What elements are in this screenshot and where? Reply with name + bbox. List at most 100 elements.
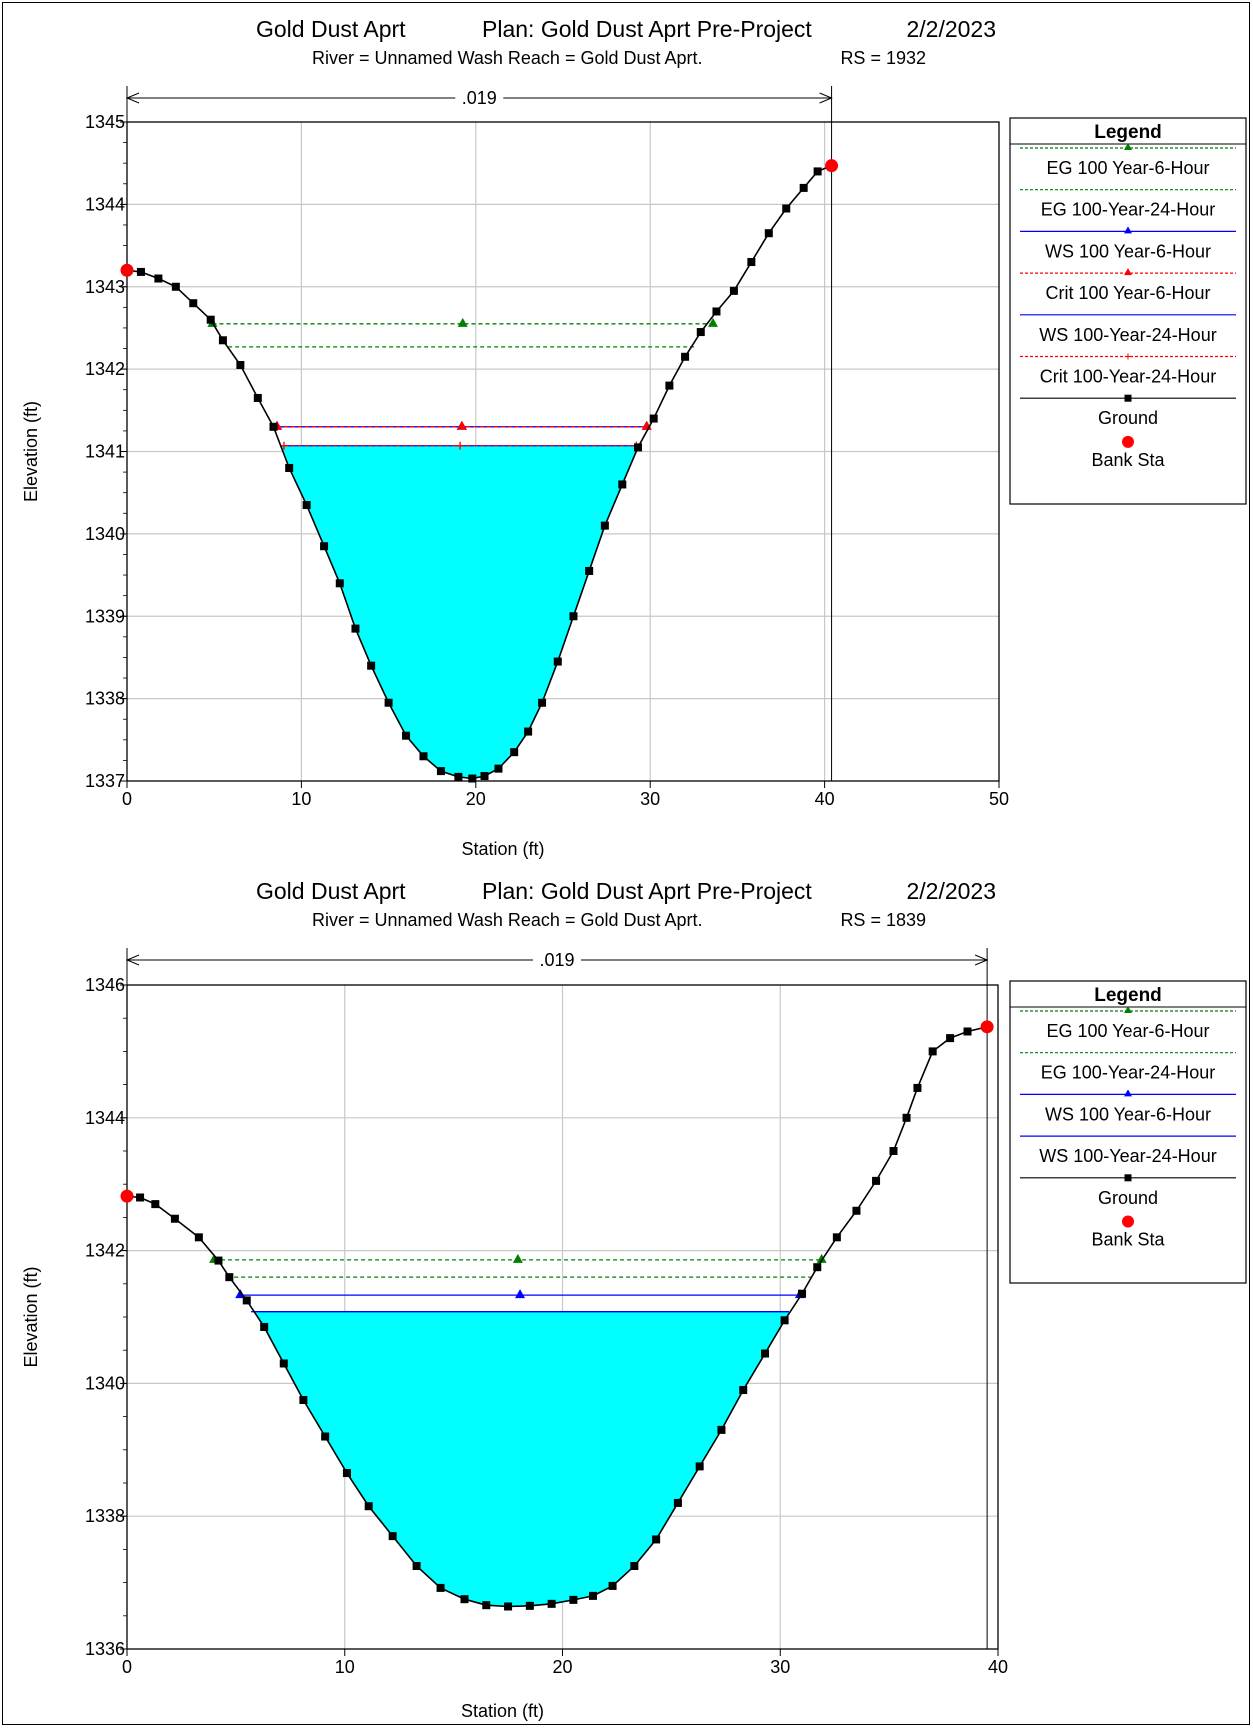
legend-item-label: WS 100-Year-24-Hour [1039, 1146, 1216, 1166]
ground-point [585, 566, 594, 575]
mannings-arrow-left [125, 92, 140, 104]
y-tick-label: 1340 [85, 1373, 125, 1393]
y-tick-label: 1338 [85, 689, 125, 709]
legend-marker-circle [1122, 435, 1134, 448]
ground-point [652, 1535, 661, 1544]
legend-marker-triangle [1124, 1089, 1132, 1097]
mannings-n-label: .019 [540, 950, 575, 970]
legend-marker-square [1124, 394, 1132, 402]
legend-item-label: Bank Sta [1091, 1230, 1165, 1250]
ground-point [342, 1469, 351, 1478]
y-tick-label: 1346 [85, 975, 125, 995]
legend-marker-triangle [1124, 143, 1132, 150]
ground-point [436, 1583, 445, 1592]
y-tick-label: 1337 [85, 771, 125, 791]
ground-point [538, 698, 547, 707]
ground-point [171, 282, 180, 291]
ground-point [269, 422, 278, 431]
y-tick-label: 1340 [85, 524, 125, 544]
ground-point [928, 1047, 937, 1056]
ground-point [799, 183, 808, 192]
ground-point [194, 1233, 203, 1242]
profile-marker-triangle [512, 1253, 523, 1263]
ground-point [782, 204, 791, 213]
ground-point [747, 258, 756, 267]
ground-point [717, 1425, 726, 1434]
ground-point [279, 1359, 288, 1368]
ground-point [665, 381, 674, 390]
x-tick-label: 30 [770, 1657, 790, 1677]
ground-point [813, 1263, 822, 1272]
x-tick-label: 10 [291, 789, 311, 809]
mannings-arrow-left [125, 954, 140, 966]
ground-point [729, 286, 738, 295]
ground-point [963, 1027, 972, 1036]
x-axis-label: Station (ft) [461, 1701, 544, 1721]
plan-label: Plan: Gold Dust Aprt Pre-Project [482, 16, 812, 42]
ground-point [569, 1595, 578, 1604]
ground-point [547, 1599, 556, 1608]
ground-point [673, 1498, 682, 1507]
legend-item-label: EG 100-Year-24-Hour [1041, 200, 1215, 220]
bank-station-point [825, 159, 839, 173]
ground-point [206, 315, 215, 324]
ground-point [739, 1386, 748, 1395]
legend-marker-triangle [1124, 1006, 1132, 1013]
ground-point [913, 1083, 922, 1092]
ground-point [419, 752, 428, 761]
ground-point [695, 1462, 704, 1471]
mannings-label-bg [533, 948, 582, 970]
y-tick-label: 1341 [85, 442, 125, 462]
mannings-n-label: .019 [462, 88, 497, 108]
ground-point [285, 463, 294, 472]
ground-point [454, 772, 463, 781]
ground-point [510, 748, 519, 757]
ground-point [260, 1322, 269, 1331]
y-axis-label: Elevation (ft) [21, 1266, 41, 1367]
ground-point [321, 1432, 330, 1441]
ground-point [832, 1233, 841, 1242]
ground-point [170, 1214, 179, 1223]
ground-point [214, 1256, 223, 1265]
legend-item-label: Bank Sta [1091, 450, 1165, 470]
ground-point [553, 657, 562, 666]
ground-point [402, 731, 411, 740]
ground-point [242, 1296, 251, 1305]
y-tick-label: 1343 [85, 277, 125, 297]
profile-marker-triangle [707, 317, 718, 327]
legend-title: Legend [1094, 122, 1162, 143]
ground-point [588, 1591, 597, 1600]
ground-point [189, 299, 198, 308]
chart-title: Gold Dust Aprt [256, 16, 406, 42]
y-tick-label: 1342 [85, 359, 125, 379]
y-tick-label: 1339 [85, 606, 125, 626]
legend-item-label: EG 100 Year-6-Hour [1046, 1021, 1209, 1041]
ground-point [649, 414, 658, 423]
ground-point [299, 1396, 308, 1404]
ground-point [468, 774, 477, 783]
ground-point [696, 328, 705, 337]
profile-marker-triangle [816, 1253, 827, 1263]
legend-marker-circle [1122, 1215, 1134, 1228]
ground-point [524, 727, 533, 736]
water-fill [254, 1311, 791, 1607]
ground-point [225, 1273, 234, 1282]
chart-title: Gold Dust Aprt [256, 878, 406, 904]
ground-point [798, 1289, 807, 1298]
legend-marker-square [1124, 1174, 1132, 1182]
ground-point [136, 267, 145, 276]
bank-station-point [980, 1020, 994, 1034]
legend-title: Legend [1094, 985, 1162, 1006]
y-tick-label: 1338 [85, 1506, 125, 1526]
x-tick-label: 0 [122, 789, 132, 809]
x-tick-label: 0 [122, 1657, 132, 1677]
ground-point [335, 579, 344, 588]
ground-point [482, 1601, 491, 1610]
plan-label: Plan: Gold Dust Aprt Pre-Project [482, 878, 812, 904]
x-tick-label: 40 [815, 789, 835, 809]
bank-station-point [120, 1189, 134, 1203]
profile-marker-triangle [515, 1289, 526, 1299]
ground-point [569, 612, 578, 621]
